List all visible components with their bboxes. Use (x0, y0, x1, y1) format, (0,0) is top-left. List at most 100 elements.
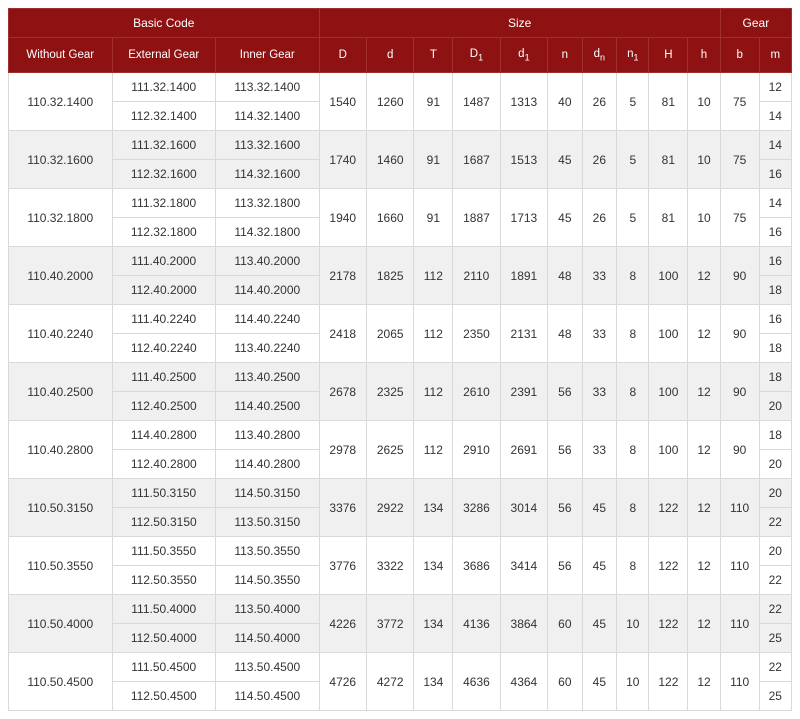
cell-external-gear: 112.32.1800 (112, 218, 216, 247)
cell-n: 56 (548, 421, 583, 479)
cell-b: 75 (720, 189, 759, 247)
cell-T: 112 (414, 363, 453, 421)
cell-d: 3772 (366, 595, 413, 653)
cell-dn: 26 (582, 189, 617, 247)
cell-inner-gear: 113.32.1600 (216, 131, 320, 160)
cell-T: 91 (414, 73, 453, 131)
col-dn: dn (582, 38, 617, 73)
cell-external-gear: 112.50.4500 (112, 682, 216, 711)
table-row: 110.40.2240111.40.2240114.40.22402418206… (9, 305, 792, 334)
cell-D: 1540 (319, 73, 366, 131)
cell-external-gear: 111.50.3150 (112, 479, 216, 508)
cell-inner-gear: 114.40.2800 (216, 450, 320, 479)
col-n: n (548, 38, 583, 73)
cell-H: 122 (649, 595, 688, 653)
header-group-gear: Gear (720, 9, 791, 38)
cell-T: 134 (414, 479, 453, 537)
cell-n1: 8 (617, 305, 649, 363)
cell-hh: 12 (688, 595, 720, 653)
cell-D: 2418 (319, 305, 366, 363)
cell-inner-gear: 113.50.3550 (216, 537, 320, 566)
table-row: 110.50.3550111.50.3550113.50.35503776332… (9, 537, 792, 566)
cell-m: 22 (759, 595, 791, 624)
cell-d1: 2391 (500, 363, 547, 421)
cell-external-gear: 111.32.1400 (112, 73, 216, 102)
cell-n: 45 (548, 189, 583, 247)
cell-m: 22 (759, 508, 791, 537)
cell-m: 14 (759, 102, 791, 131)
cell-inner-gear: 113.50.4000 (216, 595, 320, 624)
cell-m: 25 (759, 682, 791, 711)
cell-D1: 3286 (453, 479, 500, 537)
cell-n1: 10 (617, 653, 649, 711)
cell-external-gear: 111.50.4500 (112, 653, 216, 682)
table-row: 110.32.1400111.32.1400113.32.14001540126… (9, 73, 792, 102)
col-inner-gear: Inner Gear (216, 38, 320, 73)
cell-dn: 45 (582, 537, 617, 595)
cell-D1: 3686 (453, 537, 500, 595)
cell-H: 100 (649, 421, 688, 479)
cell-d1: 2691 (500, 421, 547, 479)
cell-D: 2678 (319, 363, 366, 421)
cell-m: 14 (759, 189, 791, 218)
cell-n1: 10 (617, 595, 649, 653)
cell-D: 1940 (319, 189, 366, 247)
cell-m: 18 (759, 334, 791, 363)
cell-n: 48 (548, 247, 583, 305)
cell-without-gear: 110.50.3150 (9, 479, 113, 537)
cell-without-gear: 110.32.1400 (9, 73, 113, 131)
cell-external-gear: 112.50.4000 (112, 624, 216, 653)
cell-inner-gear: 113.40.2800 (216, 421, 320, 450)
cell-m: 20 (759, 392, 791, 421)
cell-d1: 1513 (500, 131, 547, 189)
col-m: m (759, 38, 791, 73)
cell-d1: 1713 (500, 189, 547, 247)
cell-H: 100 (649, 305, 688, 363)
cell-dn: 26 (582, 73, 617, 131)
cell-T: 112 (414, 305, 453, 363)
cell-d1: 1891 (500, 247, 547, 305)
cell-D1: 2610 (453, 363, 500, 421)
cell-external-gear: 112.40.2800 (112, 450, 216, 479)
cell-n1: 5 (617, 189, 649, 247)
cell-inner-gear: 114.50.3550 (216, 566, 320, 595)
cell-d1: 3414 (500, 537, 547, 595)
cell-inner-gear: 113.32.1400 (216, 73, 320, 102)
cell-external-gear: 114.40.2800 (112, 421, 216, 450)
cell-d1: 2131 (500, 305, 547, 363)
col-T: T (414, 38, 453, 73)
cell-m: 25 (759, 624, 791, 653)
cell-without-gear: 110.50.3550 (9, 537, 113, 595)
table-row: 110.32.1800111.32.1800113.32.18001940166… (9, 189, 792, 218)
cell-b: 90 (720, 363, 759, 421)
col-D1: D1 (453, 38, 500, 73)
col-without-gear: Without Gear (9, 38, 113, 73)
cell-d: 1460 (366, 131, 413, 189)
cell-inner-gear: 114.40.2240 (216, 305, 320, 334)
cell-T: 134 (414, 595, 453, 653)
cell-external-gear: 112.32.1600 (112, 160, 216, 189)
cell-m: 22 (759, 566, 791, 595)
cell-n1: 5 (617, 131, 649, 189)
cell-D: 2978 (319, 421, 366, 479)
cell-b: 110 (720, 537, 759, 595)
cell-dn: 33 (582, 363, 617, 421)
col-n1: n1 (617, 38, 649, 73)
cell-n1: 8 (617, 421, 649, 479)
col-b: b (720, 38, 759, 73)
cell-D1: 4136 (453, 595, 500, 653)
cell-external-gear: 112.32.1400 (112, 102, 216, 131)
cell-external-gear: 112.40.2500 (112, 392, 216, 421)
cell-b: 90 (720, 247, 759, 305)
col-H: H (649, 38, 688, 73)
cell-inner-gear: 113.40.2500 (216, 363, 320, 392)
cell-without-gear: 110.40.2240 (9, 305, 113, 363)
cell-external-gear: 111.32.1800 (112, 189, 216, 218)
cell-d: 4272 (366, 653, 413, 711)
cell-T: 134 (414, 537, 453, 595)
cell-d: 3322 (366, 537, 413, 595)
cell-inner-gear: 114.32.1800 (216, 218, 320, 247)
cell-external-gear: 111.50.3550 (112, 537, 216, 566)
cell-dn: 26 (582, 131, 617, 189)
table-row: 110.40.2000111.40.2000113.40.20002178182… (9, 247, 792, 276)
